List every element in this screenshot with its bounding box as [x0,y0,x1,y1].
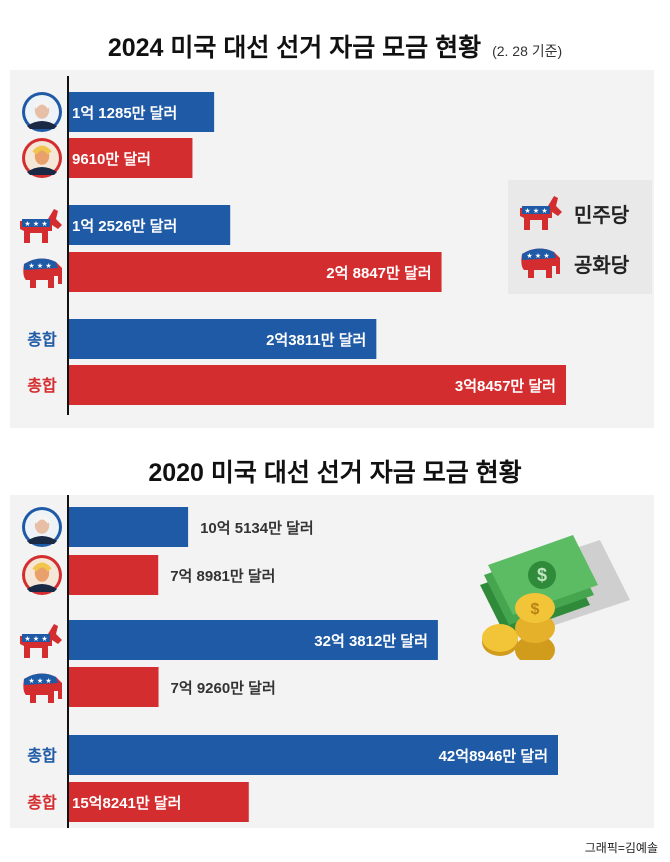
data-label: 7억 9260만 달러 [171,679,276,697]
data-label: 2억3811만 달러 [266,331,366,349]
svg-text:★ ★ ★: ★ ★ ★ [24,220,47,228]
republican-elephant-icon: ★ ★ ★ [521,248,560,278]
money-stack-icon: $ $ [480,535,630,660]
svg-text:★ ★ ★: ★ ★ ★ [24,635,47,643]
data-label: 32억 3812만 달러 [314,632,428,650]
bar-total-dem [68,319,377,359]
total-label: 총합 [27,794,57,812]
data-label: 2억 8847만 달러 [326,264,431,282]
bar-candidate-rep [68,138,193,178]
bar-candidate-dem [68,92,215,132]
legend-donkey-shape: ★ ★ ★ [520,196,562,230]
svg-text:★ ★ ★: ★ ★ ★ [524,207,547,215]
democratic-donkey-icon: ★ ★ ★ [20,209,62,243]
bar-candidate-rep [68,555,159,595]
bar-total-dem [68,735,558,775]
svg-text:$: $ [537,565,547,585]
svg-text:★ ★ ★: ★ ★ ★ [28,677,51,685]
data-label: 1억 1285만 달러 [72,104,177,122]
title-2020: 2020 미국 대선 선거 자금 모금 현황 [0,453,670,489]
legend-label-rep: 공화당 [574,254,630,277]
data-label: 10억 5134만 달러 [200,519,314,537]
democratic-donkey-icon: ★ ★ ★ [520,196,562,230]
total-label: 총합 [27,331,57,349]
data-label: 42억8946만 달러 [439,747,548,765]
bar-candidate-dem [68,507,189,547]
total-label: 총합 [27,747,57,765]
bar-party-dem [68,205,231,245]
title-2024: 2024 미국 대선 선거 자금 모금 현황 (2. 28 기준) [0,28,670,64]
bar-party-rep [68,252,442,292]
legend-row-rep: ★ ★ ★ 공화당 [518,244,629,282]
panel-2024: 1억 1285만 달러 9610만 달러 1억 2526만 달러 ★ ★ ★ 2억 88… [10,70,654,428]
svg-text:$: $ [531,601,540,618]
legend-elephant-shape: ★ ★ ★ [521,248,560,278]
title-2020-text: 2020 미국 대선 선거 자금 모금 현황 [148,459,522,487]
legend-label-dem: 민주당 [574,204,630,227]
trump-portrait-icon [22,138,62,178]
panel-2020: 10억 5134만 달러 7억 8981만 달러 32억 3812만 달러 ★ ★ ★… [10,495,654,828]
biden-portrait-icon [22,507,62,547]
legend-row-dem: ★ ★ ★ 민주당 [518,194,629,232]
credit: 그래픽=김예솔 [584,841,658,855]
bar-party-rep [68,667,159,707]
data-label: 9610만 달러 [72,150,151,168]
republican-elephant-icon: ★ ★ ★ [23,258,62,288]
republican-elephant-icon: ★ ★ ★ [23,673,62,703]
legend: ★ ★ ★ 민주당 ★ ★ ★ 공화당 [508,180,652,294]
svg-text:★ ★ ★: ★ ★ ★ [28,262,51,270]
data-label: 7억 8981만 달러 [170,567,275,585]
bar-party-dem [68,620,438,660]
chart-2020: 10억 5134만 달러 7억 8981만 달러 32억 3812만 달러 ★ ★ ★… [20,495,558,828]
chart-2024: 1억 1285만 달러 9610만 달러 1억 2526만 달러 ★ ★ ★ 2억 88… [20,76,566,415]
trump-portrait-icon [22,555,62,595]
bar-total-rep [68,365,566,405]
data-label: 3억8457만 달러 [455,377,556,395]
data-label: 1억 2526만 달러 [72,217,177,235]
bar-total-rep [68,782,249,822]
data-label: 15억8241만 달러 [72,794,181,812]
democratic-donkey-icon: ★ ★ ★ [20,624,62,658]
svg-text:★ ★ ★: ★ ★ ★ [526,252,549,260]
title-2024-text: 2024 미국 대선 선거 자금 모금 현황 [107,34,482,62]
biden-portrait-icon [22,92,62,132]
total-label: 총합 [27,377,57,395]
title-2024-note: (2. 28 기준) [492,43,563,59]
